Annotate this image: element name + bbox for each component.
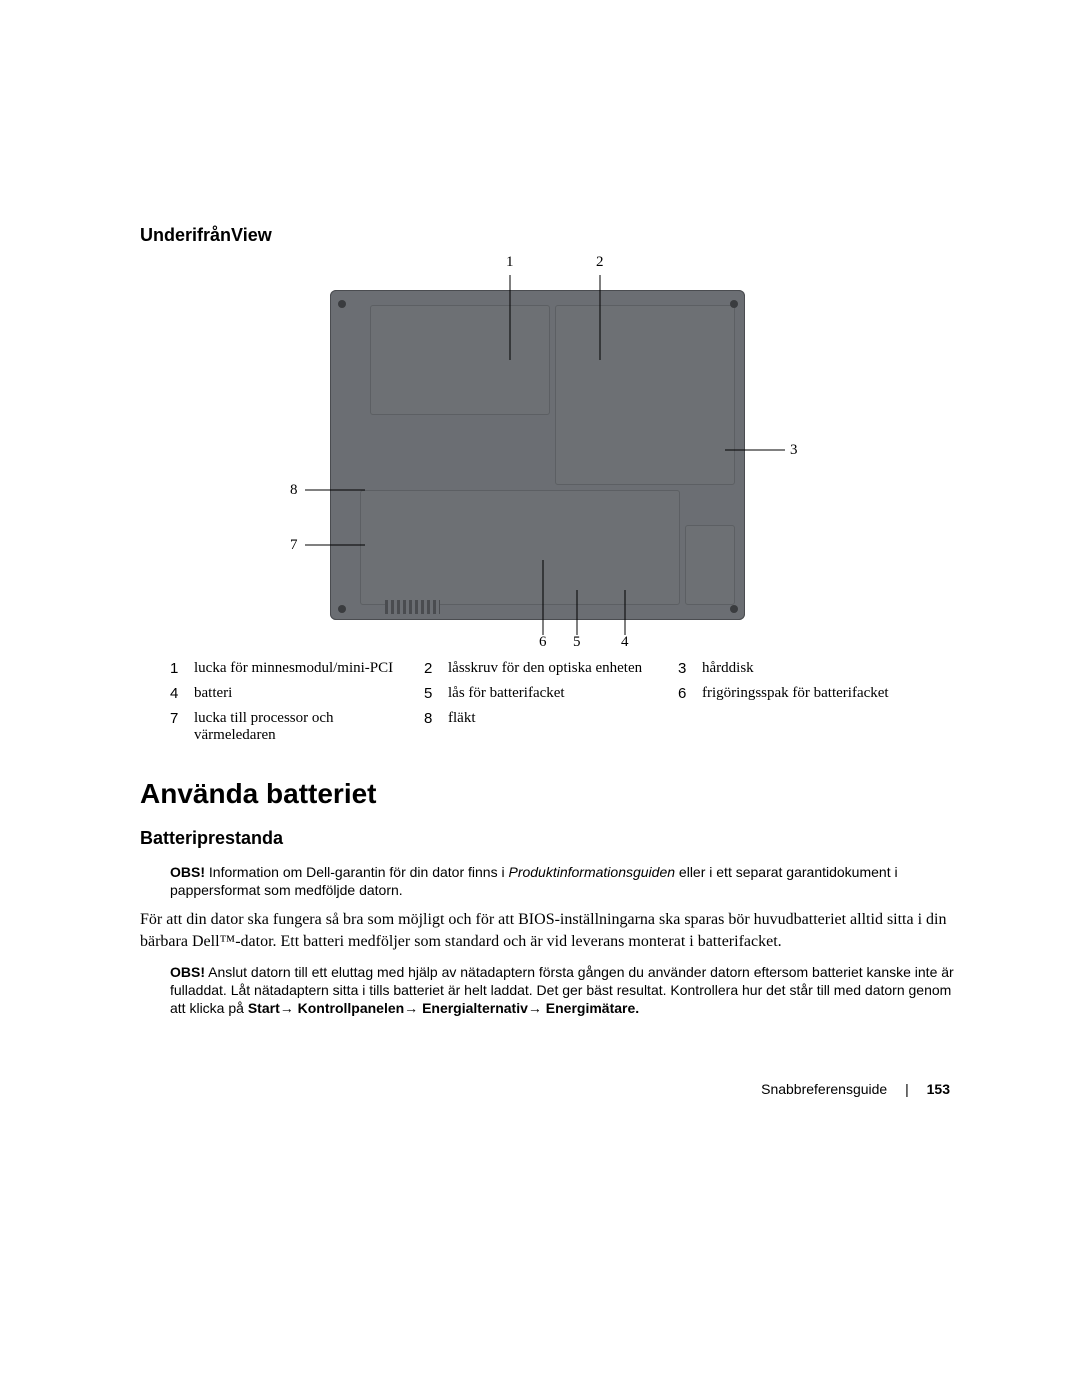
footer-page-number: 153 [927,1081,950,1097]
callout-4: 4 [621,634,629,651]
note-path: Start→ Kontrollpanelen→ Energialternativ… [248,1000,639,1016]
note-italic: Produktinformationsguiden [508,864,675,880]
note-first-use: OBS! Anslut datorn till ett eluttag med … [170,963,960,1018]
callout-3: 3 [790,442,798,459]
part-num: 8 [424,706,448,748]
table-row: 1 lucka för minnesmodul/mini-PCI 2 låssk… [170,656,970,681]
part-label: fläkt [448,706,678,748]
part-num: 2 [424,656,448,681]
heading-use-battery: Använda batteriet [140,778,960,810]
callout-6: 6 [539,634,547,651]
part-label: hårddisk [702,656,970,681]
part-label: frigöringsspak för batterifacket [702,681,970,706]
footer-separator: | [905,1081,909,1097]
parts-legend-table: 1 lucka för minnesmodul/mini-PCI 2 låssk… [170,656,970,748]
note-warranty: OBS! Information om Dell-garantin för di… [170,863,960,899]
page-content: UnderifrånView 1 2 3 4 5 6 7 8 [0,0,1080,1087]
part-num: 1 [170,656,194,681]
bottom-view-diagram: 1 2 3 4 5 6 7 8 [220,260,860,650]
callout-2: 2 [596,254,604,271]
part-label: låsskruv för den optiska enheten [448,656,678,681]
part-label: batteri [194,681,424,706]
part-label: lucka till processor och värmeledaren [194,706,424,748]
note-lead: OBS! [170,964,205,980]
section-heading-bottom-view: UnderifrånView [140,225,960,246]
table-row: 4 batteri 5 lås för batterifacket 6 frig… [170,681,970,706]
part-label: lucka för minnesmodul/mini-PCI [194,656,424,681]
table-row: 7 lucka till processor och värmeledaren … [170,706,970,748]
callout-7: 7 [290,537,298,554]
callout-lines [220,260,860,650]
heading-battery-performance: Batteriprestanda [140,828,960,849]
callout-8: 8 [290,482,298,499]
part-num: 7 [170,706,194,748]
part-num: 3 [678,656,702,681]
note-lead: OBS! [170,864,205,880]
part-num: 6 [678,681,702,706]
paragraph-battery-intro: För att din dator ska fungera så bra som… [140,909,960,952]
part-num: 4 [170,681,194,706]
page-footer: Snabbreferensguide | 153 [761,1081,950,1097]
callout-5: 5 [573,634,581,651]
part-label: lås för batterifacket [448,681,678,706]
callout-1: 1 [506,254,514,271]
part-num: 5 [424,681,448,706]
note-text: Information om Dell-garantin för din dat… [205,864,508,880]
footer-title: Snabbreferensguide [761,1081,887,1097]
